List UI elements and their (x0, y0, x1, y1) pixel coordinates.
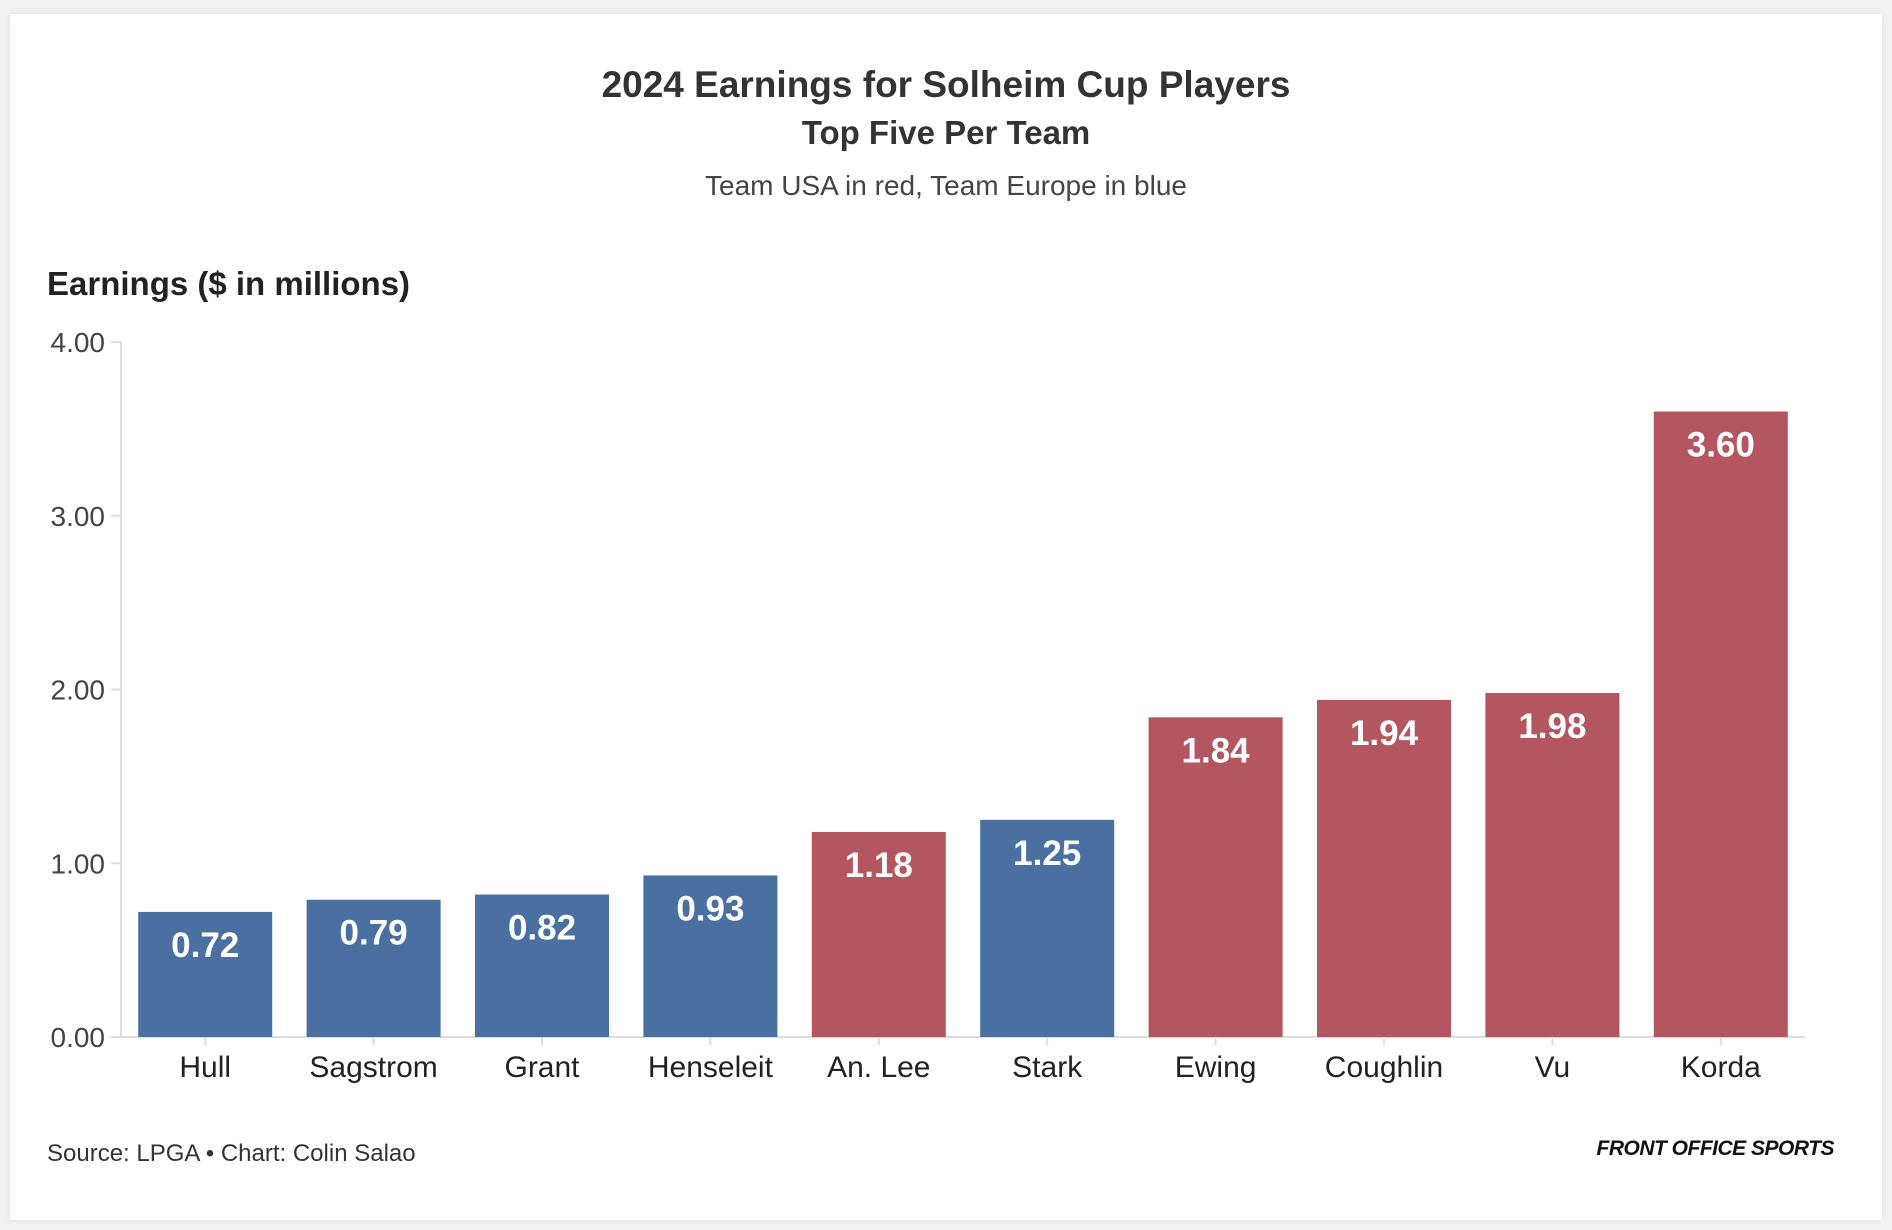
x-tick-label: Ewing (1175, 1051, 1257, 1084)
chart-subtitle: Top Five Per Team (801, 114, 1091, 151)
x-tick-label: Coughlin (1325, 1051, 1443, 1084)
x-tick-label: Stark (1012, 1051, 1083, 1084)
x-tick-label: Hull (179, 1051, 231, 1084)
y-tick-label: 0.00 (51, 1022, 106, 1053)
y-tick-label: 3.00 (51, 501, 106, 532)
bar (811, 831, 946, 1037)
bar (138, 911, 273, 1037)
brand-logo: FRONT OFFICE SPORTS (1596, 1137, 1835, 1160)
x-tick-label: An. Lee (827, 1051, 930, 1084)
y-tick-label: 4.00 (51, 327, 106, 358)
x-tick-label: Korda (1681, 1051, 1761, 1084)
y-tick-label: 1.00 (51, 848, 106, 879)
x-tick-label: Grant (504, 1051, 580, 1084)
bar (1317, 699, 1451, 1037)
chart-title: 2024 Earnings for Solheim Cup Players (601, 64, 1291, 105)
bar (980, 819, 1115, 1037)
x-tick-label: Sagstrom (309, 1051, 437, 1084)
x-tick-label: Vu (1535, 1051, 1571, 1084)
bar (1148, 717, 1283, 1037)
bar (306, 899, 441, 1037)
bar (475, 894, 609, 1037)
source-note: Source: LPGA • Chart: Colin Salao (47, 1140, 416, 1167)
y-axis-label: Earnings ($ in millions) (47, 265, 411, 302)
bar-value-label: 1.98 (1518, 707, 1586, 746)
bar-value-label: 0.79 (340, 914, 408, 953)
bar-value-label: 0.72 (171, 926, 239, 965)
bar-value-label: 1.18 (845, 846, 913, 885)
bar (643, 875, 778, 1037)
bar-value-label: 0.93 (676, 889, 744, 928)
bar-value-label: 0.82 (508, 909, 576, 948)
y-tick-label: 2.00 (51, 675, 106, 706)
x-tick-label: Henseleit (648, 1051, 774, 1084)
chart-description: Team USA in red, Team Europe in blue (705, 170, 1187, 201)
bar-value-label: 1.84 (1182, 731, 1251, 770)
bar-value-label: 1.25 (1013, 834, 1081, 873)
bar-value-label: 1.94 (1350, 714, 1419, 753)
bar (1653, 411, 1788, 1037)
bar-value-label: 3.60 (1687, 426, 1755, 465)
bar (1485, 692, 1620, 1037)
